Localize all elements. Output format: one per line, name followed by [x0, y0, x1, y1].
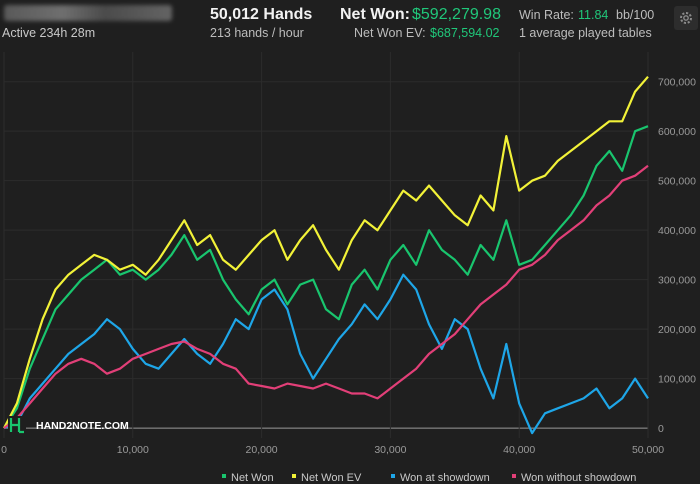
watermark: HAND2NOTE.COM: [8, 416, 129, 434]
x-tick-label: 0: [1, 444, 7, 456]
legend-item: Net Won EV: [292, 472, 362, 484]
legend-label: Net Won EV: [301, 472, 362, 484]
y-tick-label: 500,000: [658, 176, 696, 188]
legend-item: Net Won: [222, 472, 274, 484]
legend-swatch: [391, 474, 395, 478]
x-axis-ticks: 0 10,000 20,000 30,000 40,000 50,000: [1, 444, 664, 456]
legend-swatch: [222, 474, 226, 478]
legend-label: Won without showdown: [521, 472, 636, 484]
win-rate-label: Win Rate:: [519, 8, 574, 22]
y-tick-label: 200,000: [658, 324, 696, 336]
legend-swatch: [292, 474, 296, 478]
series-line-net-won-ev: [3, 75, 649, 429]
series-line-won-without-showdown: [3, 164, 649, 429]
net-won-value: $592,279.98: [412, 6, 501, 23]
stats-header: Active 234h 28m 50,012 Hands 213 hands /…: [0, 0, 700, 48]
settings-button[interactable]: [674, 6, 698, 30]
y-tick-label: 100,000: [658, 374, 696, 386]
hands-per-hour: 213 hands / hour: [210, 26, 304, 40]
y-axis-ticks: 0 100,000 200,000 300,000 400,000 500,000 600,…: [658, 77, 696, 435]
y-tick-label: 700,000: [658, 77, 696, 89]
x-tick-label: 10,000: [117, 444, 149, 456]
series-lines: [3, 75, 649, 435]
x-tick-label: 50,000: [632, 444, 664, 456]
net-won-label: Net Won:: [340, 6, 410, 23]
hands-count: 50,012 Hands: [210, 6, 313, 23]
legend-item: Won without showdown: [512, 472, 636, 484]
active-time: Active 234h 28m: [2, 26, 96, 40]
hand2note-logo-icon: [8, 416, 26, 434]
chart-grid: [3, 52, 649, 438]
win-rate-unit: bb/100: [616, 8, 655, 22]
x-tick-label: 30,000: [374, 444, 406, 456]
legend-label: Net Won: [231, 472, 274, 484]
net-won-ev-value: $687,594.02: [430, 26, 500, 40]
legend: Net Won Net Won EV Won at showdown Won with…: [222, 472, 636, 484]
played-tables: 1 average played tables: [519, 26, 652, 40]
win-rate-value: 11.84: [578, 8, 609, 22]
x-tick-label: 40,000: [503, 444, 535, 456]
series-line-won-at-showdown: [3, 273, 649, 435]
y-tick-label: 300,000: [658, 275, 696, 287]
gear-icon: [680, 12, 692, 24]
legend-swatch: [512, 474, 516, 478]
player-name-blurred: [4, 5, 172, 21]
y-tick-label: 0: [658, 423, 664, 435]
legend-item: Won at showdown: [391, 472, 490, 484]
x-tick-label: 20,000: [246, 444, 278, 456]
net-won-ev-label: Net Won EV:: [354, 26, 426, 40]
watermark-text: HAND2NOTE.COM: [36, 420, 129, 432]
y-tick-label: 400,000: [658, 225, 696, 237]
y-tick-label: 600,000: [658, 126, 696, 138]
series-line-net-won: [3, 125, 649, 429]
legend-label: Won at showdown: [400, 472, 490, 484]
